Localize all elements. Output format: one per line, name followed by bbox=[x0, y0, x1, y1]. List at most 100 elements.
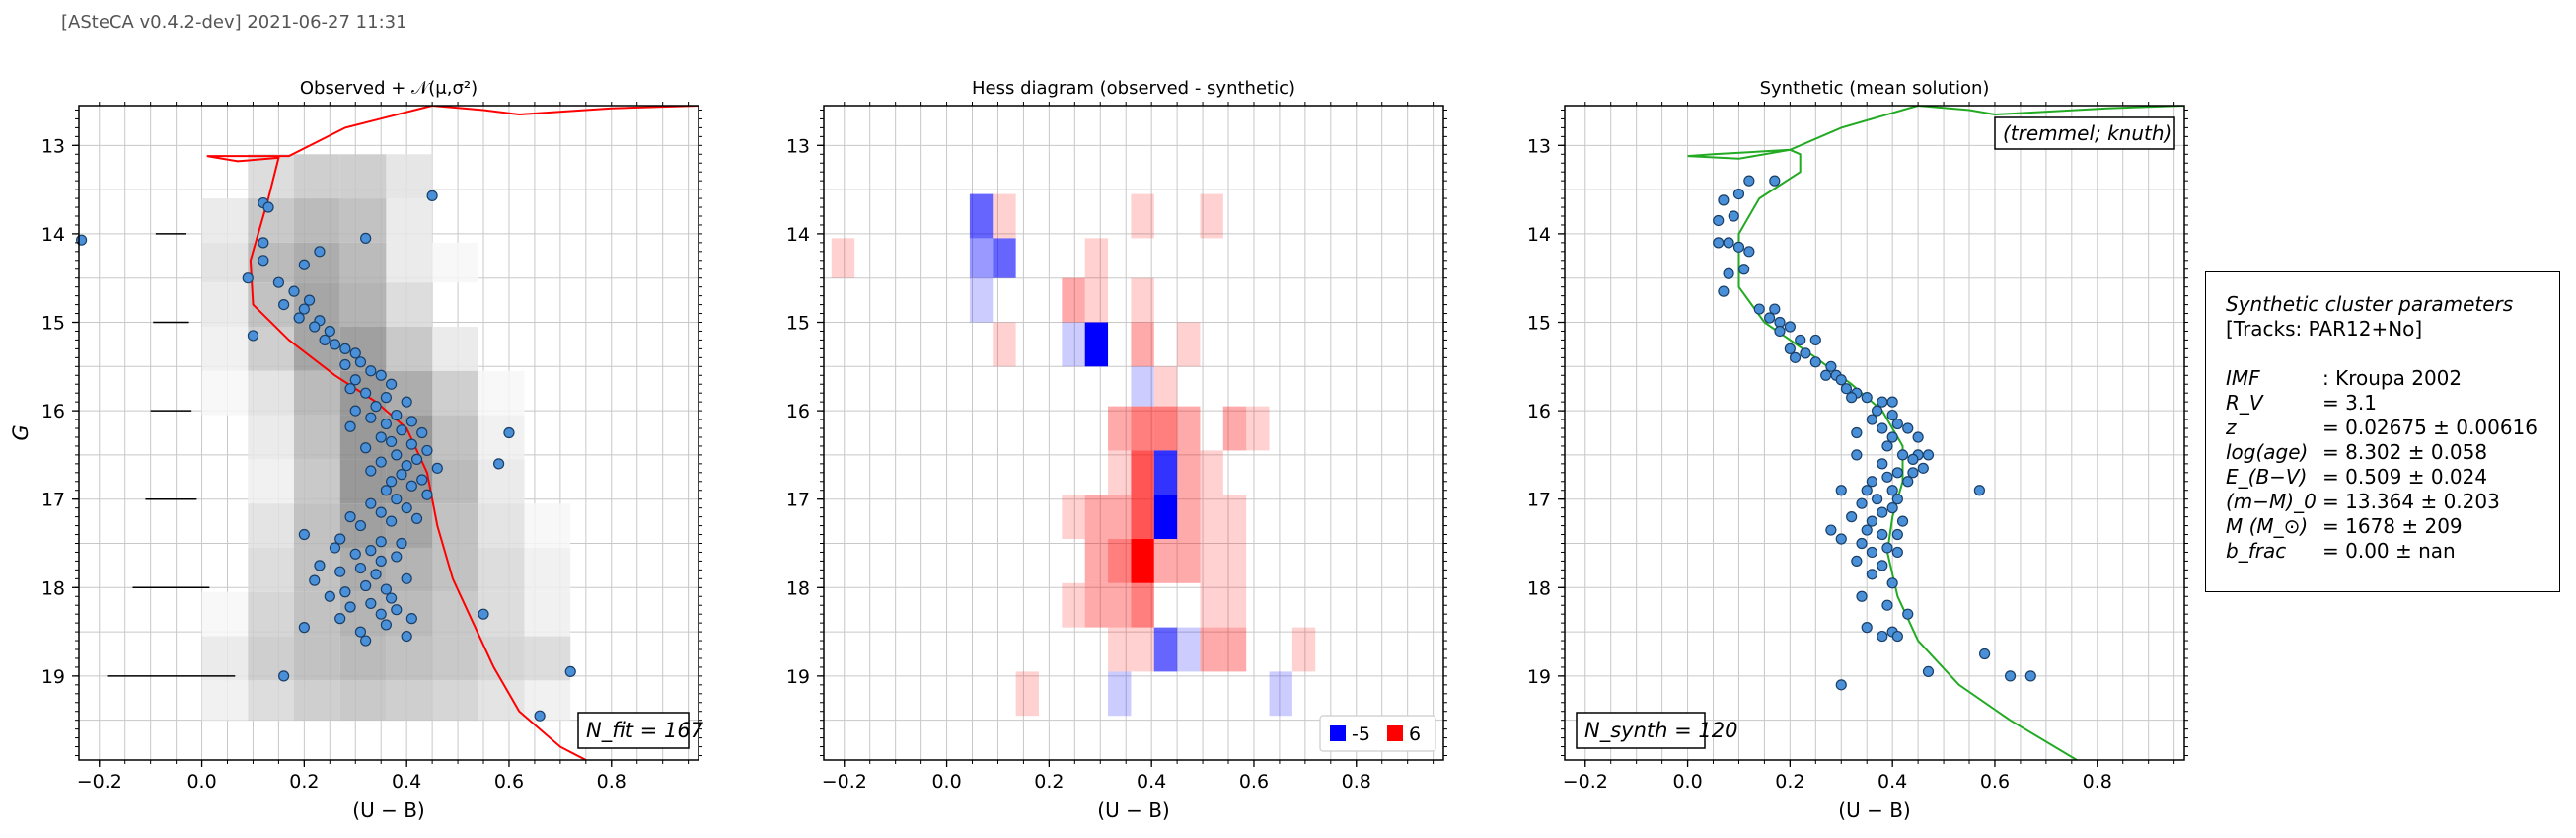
hess-cell bbox=[1131, 406, 1154, 451]
data-point bbox=[314, 246, 326, 258]
panel-title: Observed + 𝒩(μ,σ²) bbox=[300, 78, 478, 99]
data-point bbox=[405, 613, 417, 625]
data-points bbox=[1713, 175, 2036, 691]
nfit-label: N_fit = 167 bbox=[586, 719, 704, 743]
data-point bbox=[503, 426, 515, 439]
data-point bbox=[278, 298, 290, 311]
hess-cell bbox=[1084, 238, 1109, 278]
data-point bbox=[298, 259, 310, 270]
density-cell bbox=[386, 154, 433, 199]
data-point bbox=[1886, 502, 1898, 514]
density-cell bbox=[432, 636, 478, 681]
y-tick-label: 17 bbox=[786, 490, 810, 511]
density-cell bbox=[432, 503, 478, 548]
isochrone-line bbox=[1687, 106, 2184, 760]
hess-cell bbox=[993, 238, 1016, 278]
density-cell bbox=[432, 415, 478, 460]
data-point bbox=[391, 449, 403, 461]
nsynth-box bbox=[1576, 712, 1706, 749]
density-cell bbox=[201, 326, 249, 371]
x-tick-label: 0.4 bbox=[1877, 771, 1907, 793]
density-cell bbox=[339, 680, 387, 721]
y-axis-label: G bbox=[9, 424, 33, 440]
data-point bbox=[354, 356, 367, 368]
data-point bbox=[380, 619, 393, 631]
hess-cell bbox=[1177, 322, 1201, 367]
panel-hess-diagram: −0.2 0.0 0.2 0.4 0.6 0.8 13 14 15 16 17 18 19 Hess di… bbox=[786, 78, 1447, 822]
data-point bbox=[298, 528, 310, 541]
hess-cell bbox=[831, 238, 855, 278]
density-cell bbox=[248, 415, 294, 460]
data-point bbox=[1907, 467, 1919, 479]
y-tick-label: 18 bbox=[786, 577, 810, 599]
x-axis-label: (U − B) bbox=[1838, 799, 1910, 822]
hess-cell bbox=[969, 193, 994, 239]
y-tick-label: 14 bbox=[786, 224, 810, 246]
hess-cell bbox=[1153, 627, 1178, 672]
panel-title: Synthetic (mean solution) bbox=[1760, 78, 1990, 99]
data-point bbox=[396, 537, 407, 550]
data-point bbox=[1866, 515, 1878, 527]
data-point bbox=[1835, 533, 1847, 545]
data-point bbox=[385, 435, 398, 448]
data-point bbox=[391, 494, 403, 505]
data-point bbox=[1789, 351, 1802, 363]
density-cell bbox=[386, 636, 433, 681]
density-cell bbox=[201, 282, 249, 327]
data-point bbox=[391, 551, 403, 563]
hess-cell bbox=[1131, 277, 1154, 323]
data-point bbox=[1846, 511, 1858, 523]
data-point bbox=[1891, 546, 1903, 559]
density-cell bbox=[478, 503, 525, 548]
hess-cell bbox=[1200, 539, 1223, 583]
hess-cell bbox=[1131, 450, 1154, 495]
data-point bbox=[1738, 264, 1750, 275]
param-key: (m−M)_0 bbox=[2226, 490, 2317, 513]
x-tick-label: 0.8 bbox=[597, 771, 626, 793]
data-point bbox=[1732, 188, 1745, 200]
data-point bbox=[344, 383, 356, 395]
hess-cell bbox=[1200, 582, 1223, 628]
y-tick-label: 19 bbox=[786, 666, 810, 688]
params-tracks: [Tracks: PAR12+No] bbox=[2226, 317, 2423, 341]
param-value: : Kroupa 2002 bbox=[2322, 366, 2463, 390]
data-point bbox=[375, 456, 387, 468]
param-key: b_frac bbox=[2226, 539, 2287, 563]
data-point bbox=[405, 480, 417, 492]
data-point bbox=[421, 489, 433, 500]
data-point bbox=[354, 519, 367, 532]
data-point bbox=[1866, 476, 1878, 488]
data-point bbox=[1902, 422, 1914, 434]
data-point bbox=[293, 312, 305, 324]
density-cell bbox=[248, 459, 294, 504]
hess-cell bbox=[1108, 539, 1132, 583]
y-tick-label: 13 bbox=[786, 135, 810, 157]
density-cell bbox=[432, 326, 478, 371]
data-point bbox=[298, 303, 310, 315]
density-cell bbox=[201, 591, 249, 637]
data-point bbox=[380, 418, 393, 430]
data-point bbox=[1846, 392, 1858, 404]
density-cell bbox=[386, 198, 433, 243]
hess-cell bbox=[1269, 671, 1292, 717]
data-point bbox=[344, 511, 356, 523]
hess-cell bbox=[1200, 450, 1223, 495]
data-point bbox=[564, 665, 576, 678]
data-point bbox=[319, 334, 331, 346]
plot-area bbox=[1565, 106, 2184, 760]
data-point bbox=[385, 515, 398, 527]
data-point bbox=[344, 601, 356, 613]
hess-cell bbox=[1108, 671, 1132, 717]
data-point bbox=[349, 374, 361, 386]
hess-cell bbox=[1062, 582, 1085, 628]
data-point bbox=[334, 533, 346, 545]
hess-cell bbox=[1108, 406, 1132, 451]
data-point bbox=[385, 378, 398, 390]
density-cell bbox=[339, 154, 387, 199]
y-tick-label: 17 bbox=[1527, 490, 1551, 511]
data-point bbox=[1886, 409, 1898, 421]
data-point bbox=[405, 416, 417, 427]
data-point bbox=[396, 424, 407, 436]
y-tick-label: 16 bbox=[41, 401, 65, 422]
data-point bbox=[1891, 467, 1903, 479]
